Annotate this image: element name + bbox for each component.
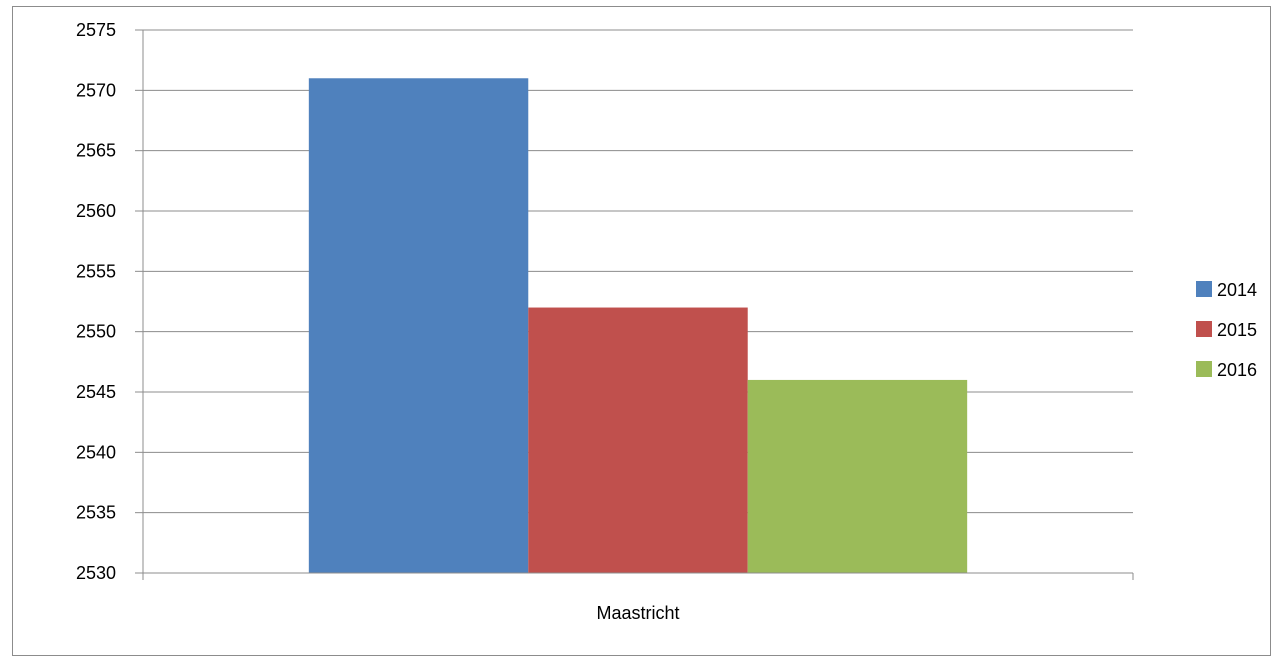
x-tick-labels: Maastricht	[596, 603, 679, 623]
legend-swatch-2014	[1196, 281, 1212, 297]
y-tick-label: 2565	[76, 141, 116, 161]
bars	[308, 78, 968, 574]
y-tick-label: 2560	[76, 201, 116, 221]
x-tick-label: Maastricht	[596, 603, 679, 623]
bar-2016	[747, 379, 968, 573]
legend-swatch-2015	[1196, 321, 1212, 337]
y-tick-label: 2555	[76, 261, 116, 281]
y-tick-label: 2540	[76, 442, 116, 462]
axes	[135, 29, 1134, 580]
bar-2015	[528, 307, 748, 573]
y-tick-label: 2575	[76, 20, 116, 40]
y-tick-labels: 2530 2535 2540 2545 2550 2555 2560 2565 2570 2575	[76, 20, 116, 583]
y-tick-label: 2535	[76, 503, 116, 523]
legend-label-2016: 2016	[1217, 360, 1257, 380]
legend: 2014 2015 2016	[1196, 280, 1257, 380]
y-tick-label: 2530	[76, 563, 116, 583]
y-tick-label: 2570	[76, 80, 116, 100]
legend-label-2014: 2014	[1217, 280, 1257, 300]
y-tick-label: 2550	[76, 322, 116, 342]
bar-2014	[308, 78, 529, 574]
y-tick-label: 2545	[76, 382, 116, 402]
legend-label-2015: 2015	[1217, 320, 1257, 340]
legend-swatch-2016	[1196, 361, 1212, 377]
grid-lines	[143, 29, 1133, 514]
